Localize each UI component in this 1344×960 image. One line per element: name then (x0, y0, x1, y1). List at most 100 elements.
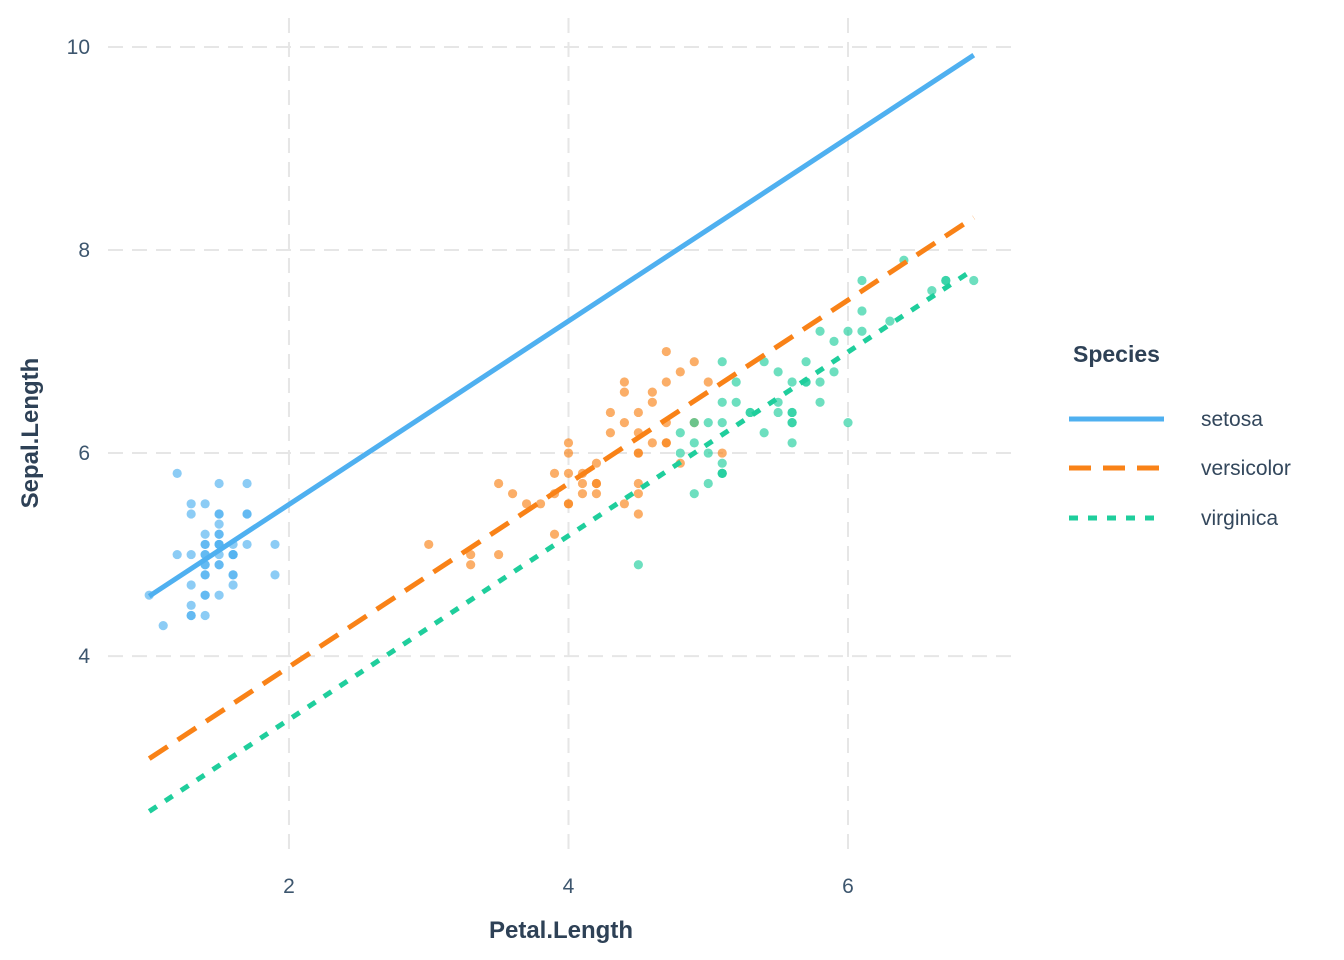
data-point-virginica (941, 275, 951, 286)
data-point-setosa (214, 478, 224, 489)
x-axis-tick-labels: 2 4 6 (283, 875, 854, 898)
data-point-setosa (200, 529, 210, 539)
data-point-setosa (186, 610, 196, 621)
data-point-versicolor (675, 367, 685, 377)
data-point-virginica (815, 397, 825, 407)
data-point-virginica (717, 418, 727, 428)
data-point-virginica (969, 275, 979, 286)
data-point-versicolor (661, 377, 671, 387)
x-axis-title: Petal.Length (489, 917, 633, 944)
data-point-virginica (703, 448, 713, 458)
data-point-setosa (158, 621, 168, 631)
legend-label-virginica: virginica (1201, 507, 1278, 530)
data-point-virginica (675, 448, 685, 458)
data-point-virginica (787, 407, 797, 418)
data-point-setosa (214, 529, 224, 539)
data-point-versicolor (619, 499, 629, 509)
data-point-virginica (717, 468, 727, 478)
gridlines (108, 18, 1015, 853)
data-point-versicolor (717, 448, 727, 458)
legend-label-setosa: setosa (1201, 408, 1263, 431)
data-point-virginica (717, 357, 727, 367)
data-point-setosa (186, 509, 196, 519)
data-point-setosa (214, 560, 224, 570)
data-point-versicolor (619, 387, 629, 397)
data-point-virginica (773, 407, 783, 418)
data-point-virginica (703, 418, 713, 428)
data-point-virginica (829, 336, 839, 347)
data-point-virginica (815, 326, 825, 336)
data-point-setosa (186, 600, 196, 610)
data-point-virginica (857, 306, 867, 316)
data-point-setosa (228, 570, 238, 580)
data-point-setosa (270, 539, 280, 550)
data-point-setosa (200, 570, 210, 580)
x-tick-label-2: 2 (283, 875, 295, 898)
data-point-virginica (675, 428, 685, 438)
data-point-setosa (214, 590, 224, 600)
data-point-versicolor (563, 499, 574, 509)
data-point-setosa (186, 499, 196, 509)
data-point-virginica (801, 357, 811, 367)
data-point-virginica (633, 560, 643, 570)
data-point-versicolor (577, 489, 588, 499)
data-point-versicolor (535, 499, 546, 509)
data-point-setosa (186, 580, 196, 590)
data-point-setosa (242, 478, 252, 489)
data-point-versicolor (703, 377, 713, 387)
data-point-versicolor (605, 407, 616, 418)
data-point-versicolor (466, 549, 476, 560)
data-point-versicolor (633, 489, 643, 499)
trend-line-versicolor (147, 215, 976, 761)
data-point-versicolor (494, 549, 504, 560)
data-point-versicolor (661, 346, 671, 357)
data-point-setosa (242, 509, 252, 519)
x-tick-label-6: 6 (842, 875, 854, 898)
data-point-versicolor (647, 387, 657, 397)
data-point-virginica (745, 407, 755, 418)
data-point-versicolor (521, 499, 532, 509)
data-point-virginica (689, 438, 699, 448)
trend-line-setosa (147, 53, 976, 599)
data-point-virginica (787, 418, 797, 428)
data-point-versicolor (633, 407, 643, 418)
data-point-versicolor (647, 438, 657, 448)
x-tick-label-4: 4 (563, 875, 575, 898)
data-point-virginica (689, 489, 699, 499)
data-point-versicolor (591, 458, 602, 468)
data-point-versicolor (577, 478, 588, 489)
data-point-virginica (731, 377, 741, 387)
data-point-setosa (214, 519, 224, 529)
y-axis-tick-labels: 4 6 8 10 (67, 36, 91, 668)
data-point-virginica (927, 286, 937, 296)
data-point-virginica (885, 316, 895, 326)
data-point-virginica (689, 418, 699, 428)
data-point-setosa (172, 549, 182, 560)
data-point-virginica (857, 275, 867, 286)
data-point-versicolor (689, 357, 699, 367)
data-point-versicolor (563, 438, 574, 448)
data-point-versicolor (619, 377, 629, 387)
data-point-versicolor (619, 418, 629, 428)
data-point-virginica (717, 458, 727, 468)
data-point-versicolor (507, 489, 518, 499)
data-point-versicolor (563, 468, 574, 478)
data-point-virginica (843, 418, 853, 428)
data-point-virginica (857, 326, 867, 336)
data-point-virginica (731, 397, 741, 407)
data-point-setosa (172, 468, 182, 478)
data-point-versicolor (466, 560, 476, 570)
data-point-setosa (200, 539, 210, 550)
data-point-setosa (200, 610, 210, 621)
y-tick-label-8: 8 (78, 239, 90, 262)
data-point-setosa (200, 499, 210, 509)
data-point-virginica (843, 326, 853, 336)
data-point-versicolor (633, 509, 643, 519)
data-point-setosa (270, 570, 280, 580)
data-point-versicolor (494, 478, 504, 489)
data-point-versicolor (633, 448, 643, 458)
data-point-virginica (829, 367, 839, 377)
data-point-versicolor (549, 529, 560, 539)
y-tick-label-4: 4 (78, 645, 90, 668)
data-point-versicolor (591, 478, 602, 489)
